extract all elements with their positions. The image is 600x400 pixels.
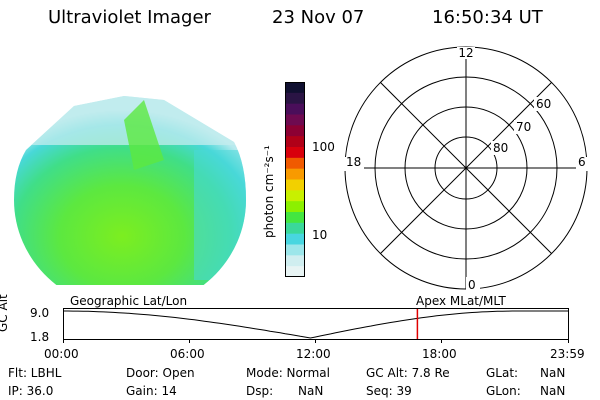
- timeline-ytick-top: 9.0: [30, 306, 50, 320]
- colorbar-band: [285, 233, 305, 245]
- date-label: 23 Nov 07: [272, 7, 365, 28]
- colorbar-band: [285, 147, 305, 159]
- colorbar-band: [285, 201, 305, 213]
- lat-label-80: 80: [493, 141, 508, 155]
- mode-info: Mode: Normal: [246, 366, 330, 380]
- colorbar-band: [285, 255, 305, 267]
- colorbar-band: [285, 125, 305, 137]
- colorbar-tick-100: 100: [312, 140, 335, 154]
- clock-label-18: 18: [346, 155, 361, 169]
- time-label: 16:50:34 UT: [432, 7, 543, 28]
- colorbar-band: [285, 190, 305, 202]
- xtick-1800: 18:00: [422, 347, 457, 361]
- xtick-2359: 23:59: [550, 347, 585, 361]
- gcalt-info: GC Alt: 7.8 Re: [366, 366, 450, 380]
- clock-label-12: 12: [458, 46, 473, 60]
- instrument-title: Ultraviolet Imager: [48, 7, 211, 28]
- colorbar-band: [285, 212, 305, 224]
- altitude-curve: [63, 310, 568, 339]
- colorbar-unit-label: photon cm⁻²s⁻¹: [262, 145, 276, 238]
- glat-label: GLat:: [486, 366, 519, 380]
- clock-label-6: 6: [578, 155, 586, 169]
- colorbar-band: [285, 244, 305, 256]
- colorbar-band: [285, 168, 305, 180]
- ip-info: IP: 36.0: [8, 384, 54, 398]
- timeline-ylabel: GC Alt: [0, 294, 10, 332]
- timeline-ytick-bottom: 1.8: [30, 330, 50, 344]
- polar-grid: 12 18 6 0 60 70 80: [342, 46, 590, 292]
- colorbar-band: [285, 222, 305, 235]
- lat-label-70: 70: [516, 120, 531, 134]
- apex-caption: Apex MLat/MLT: [416, 294, 506, 308]
- colorbar-tick-10: 10: [312, 228, 328, 242]
- gain-info: Gain: 14: [126, 384, 177, 398]
- glat-value: NaN: [540, 366, 566, 380]
- flt-info: Flt: LBHL: [8, 366, 62, 380]
- dsp-value: NaN: [298, 384, 324, 398]
- timeline-plot: [63, 308, 569, 343]
- colorbar-band: [285, 157, 305, 170]
- door-info: Door: Open: [126, 366, 195, 380]
- colorbar-band: [285, 266, 305, 278]
- colorbar: [285, 82, 305, 278]
- colorbar-frame: [285, 82, 305, 277]
- seq-info: Seq: 39: [366, 384, 412, 398]
- colorbar-band: [285, 136, 305, 148]
- clock-label-0: 0: [468, 278, 476, 292]
- colorbar-band: [285, 179, 305, 191]
- glon-label: GLon:: [486, 384, 521, 398]
- colorbar-band: [285, 92, 305, 105]
- glon-value: NaN: [540, 384, 566, 398]
- dsp-label: Dsp:: [246, 384, 274, 398]
- xtick-0000: 00:00: [44, 347, 79, 361]
- xtick-1200: 12:00: [296, 347, 331, 361]
- geographic-caption: Geographic Lat/Lon: [70, 294, 188, 308]
- colorbar-gradient: [285, 82, 305, 278]
- xtick-0600: 06:00: [170, 347, 205, 361]
- colorbar-band: [285, 114, 305, 126]
- lat-label-60: 60: [536, 97, 551, 111]
- colorbar-band: [285, 82, 305, 94]
- colorbar-band: [285, 103, 305, 115]
- auroral-image: [14, 96, 246, 285]
